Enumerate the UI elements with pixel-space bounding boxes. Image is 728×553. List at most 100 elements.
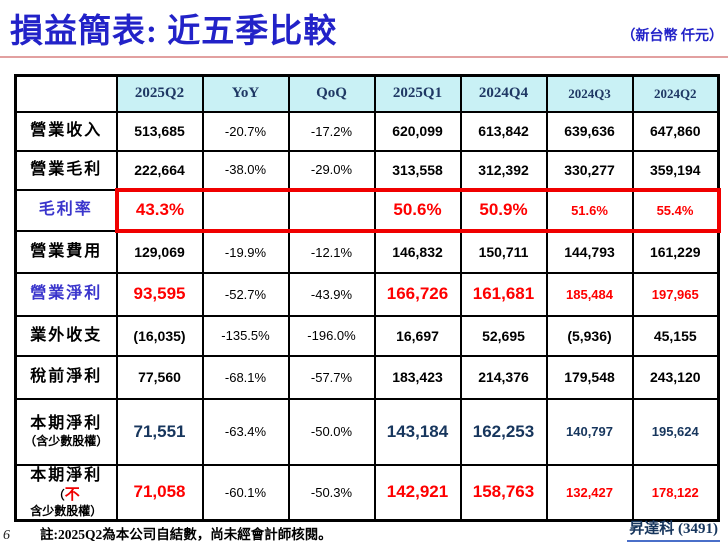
value-cell: 55.4% bbox=[631, 187, 721, 233]
value-cell: (5,936) bbox=[545, 314, 634, 357]
pct-cell: -57.7% bbox=[287, 354, 376, 400]
footnote: 註:2025Q2為本公司自結數，尚未經會計師核閱。 bbox=[40, 527, 332, 542]
row-label: 營業費用 bbox=[14, 229, 118, 274]
row-label-subtext: （不含少數股權） bbox=[30, 486, 103, 519]
value-cell: 243,120 bbox=[631, 354, 720, 400]
value-cell: 71,058 bbox=[115, 463, 204, 522]
company-label: 昇達科 (3491) bbox=[627, 517, 720, 542]
corner-cell bbox=[14, 74, 118, 113]
value-cell: 50.6% bbox=[373, 187, 462, 233]
value-cell: 43.3% bbox=[114, 187, 204, 233]
pct-cell: -29.0% bbox=[287, 149, 376, 191]
value-cell: 144,793 bbox=[545, 229, 634, 274]
row-label: 營業淨利 bbox=[14, 271, 118, 317]
pct-cell: -68.1% bbox=[201, 354, 290, 400]
pct-cell: -38.0% bbox=[201, 149, 290, 191]
value-cell: 146,832 bbox=[373, 229, 462, 274]
value-cell: 71,551 bbox=[115, 397, 204, 466]
value-cell: 129,069 bbox=[115, 229, 204, 274]
pct-cell: -50.3% bbox=[287, 463, 376, 522]
row-label: 本期淨利 （含少數股權） bbox=[14, 397, 118, 466]
pct-cell: -17.2% bbox=[287, 110, 376, 152]
value-cell: 132,427 bbox=[545, 463, 634, 522]
value-cell: 222,664 bbox=[115, 149, 204, 191]
table-header: 2025Q2 YoY QoQ 2025Q1 2024Q4 2024Q3 2024Q2 bbox=[14, 74, 720, 113]
value-cell: 50.9% bbox=[459, 187, 548, 233]
value-cell: 359,194 bbox=[631, 149, 720, 191]
pct-cell: -20.7% bbox=[201, 110, 290, 152]
value-cell: 51.6% bbox=[545, 187, 634, 233]
column-header: 2024Q4 bbox=[459, 74, 548, 113]
row-label: 營業收入 bbox=[14, 110, 118, 152]
value-cell: 179,548 bbox=[545, 354, 634, 400]
value-cell: 214,376 bbox=[459, 354, 548, 400]
row-label: 營業毛利 bbox=[14, 149, 118, 191]
value-cell: 312,392 bbox=[459, 149, 548, 191]
value-cell: 16,697 bbox=[373, 314, 462, 357]
value-cell: 52,695 bbox=[459, 314, 548, 357]
value-cell: 195,624 bbox=[631, 397, 720, 466]
value-cell: 150,711 bbox=[459, 229, 548, 274]
column-header: 2025Q1 bbox=[373, 74, 462, 113]
row-label: 業外收支 bbox=[14, 314, 118, 357]
pct-cell: -12.1% bbox=[287, 229, 376, 274]
pct-cell: -135.5% bbox=[201, 314, 290, 357]
currency-unit-note: （新台幣 仟元） bbox=[621, 29, 724, 44]
table-body: 營業收入 513,685 -20.7% -17.2% 620,099 613,842 639… bbox=[14, 110, 721, 522]
row-label: 稅前淨利 bbox=[14, 354, 118, 400]
table-row: 業外收支 (16,035) -135.5% -196.0% 16,697 52,695 (5… bbox=[14, 314, 720, 357]
row-label-subtext: （含少數股權） bbox=[24, 434, 109, 448]
pct-cell: -19.9% bbox=[201, 229, 290, 274]
value-cell: 178,122 bbox=[631, 463, 720, 522]
table-row: 本期淨利 （不含少數股權） 71,058 -60.1% -50.3% 142,921 158… bbox=[14, 463, 720, 522]
column-header: QoQ bbox=[287, 74, 376, 113]
emphasized-char: 不 bbox=[64, 486, 80, 503]
table-row: 營業淨利 93,595 -52.7% -43.9% 166,726 161,681 185,… bbox=[14, 271, 720, 317]
value-cell: 639,636 bbox=[545, 110, 634, 152]
page-title: 損益簡表: 近五季比較 bbox=[10, 14, 338, 50]
value-cell: 313,558 bbox=[373, 149, 462, 191]
value-cell: 162,253 bbox=[459, 397, 548, 466]
value-cell: (16,035) bbox=[115, 314, 204, 357]
row-label: 毛利率 bbox=[14, 188, 118, 232]
value-cell: 143,184 bbox=[373, 397, 462, 466]
table-row: 毛利率 43.3% 50.6% 50.9% 51.6% 55.4% bbox=[14, 187, 721, 233]
pct-cell: -52.7% bbox=[201, 271, 290, 317]
value-cell: 330,277 bbox=[545, 149, 634, 191]
value-cell: 158,763 bbox=[459, 463, 548, 522]
value-cell: 183,423 bbox=[373, 354, 462, 400]
pct-cell bbox=[287, 187, 376, 233]
value-cell: 161,229 bbox=[631, 229, 720, 274]
value-cell: 140,797 bbox=[545, 397, 634, 466]
value-cell: 197,965 bbox=[631, 271, 720, 317]
value-cell: 161,681 bbox=[459, 271, 548, 317]
value-cell: 513,685 bbox=[115, 110, 204, 152]
table-row: 營業費用 129,069 -19.9% -12.1% 146,832 150,711 144… bbox=[14, 229, 720, 274]
value-cell: 77,560 bbox=[115, 354, 204, 400]
table-row: 營業收入 513,685 -20.7% -17.2% 620,099 613,842 639… bbox=[14, 110, 720, 152]
pl-summary-table: 2025Q2 YoY QoQ 2025Q1 2024Q4 2024Q3 2024Q2 營業收… bbox=[14, 74, 721, 523]
value-cell: 613,842 bbox=[459, 110, 548, 152]
column-header: 2024Q3 bbox=[545, 74, 634, 113]
column-header: 2024Q2 bbox=[631, 74, 720, 113]
row-label: 本期淨利 （不含少數股權） bbox=[14, 463, 118, 522]
column-header: YoY bbox=[201, 74, 290, 113]
table-row: 營業毛利 222,664 -38.0% -29.0% 313,558 312,392 330… bbox=[14, 149, 720, 191]
value-cell: 142,921 bbox=[373, 463, 462, 522]
value-cell: 45,155 bbox=[631, 314, 720, 357]
pct-cell: -60.1% bbox=[201, 463, 290, 522]
table-row: 本期淨利 （含少數股權） 71,551 -63.4% -50.0% 143,184 162,… bbox=[14, 397, 720, 466]
page-number: 6 bbox=[3, 528, 10, 543]
column-header: 2025Q2 bbox=[115, 74, 204, 113]
pct-cell: -43.9% bbox=[287, 271, 376, 317]
value-cell: 166,726 bbox=[373, 271, 462, 317]
pct-cell bbox=[201, 187, 290, 233]
table-row: 稅前淨利 77,560 -68.1% -57.7% 183,423 214,376 179,… bbox=[14, 354, 720, 400]
pct-cell: -63.4% bbox=[201, 397, 290, 466]
title-divider-line bbox=[0, 56, 728, 58]
value-cell: 620,099 bbox=[373, 110, 462, 152]
value-cell: 185,484 bbox=[545, 271, 634, 317]
value-cell: 93,595 bbox=[115, 271, 204, 317]
value-cell: 647,860 bbox=[631, 110, 720, 152]
